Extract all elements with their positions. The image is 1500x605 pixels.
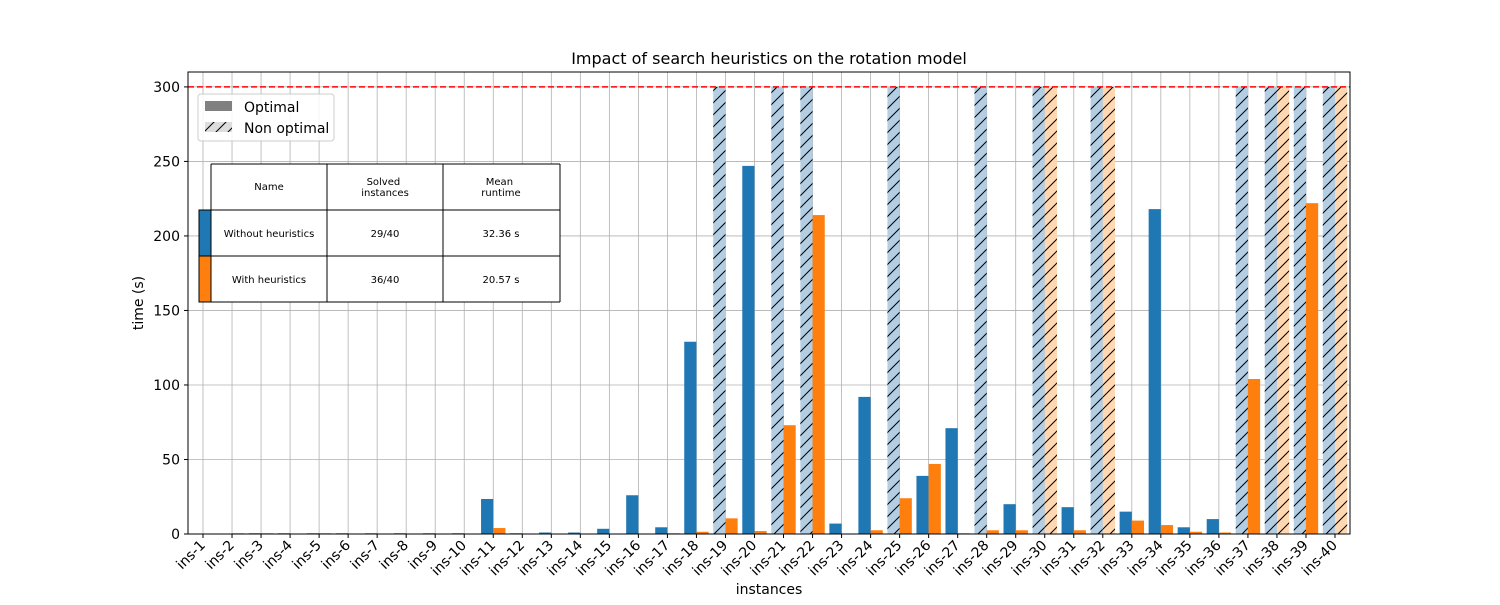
y-tick-label: 200 (153, 229, 180, 245)
bar-without-heuristics (742, 165, 755, 534)
bar-hatch-without-heuristics (771, 86, 784, 534)
x-tick-label: ins-7 (348, 538, 383, 573)
bar-hatch-with-heuristics (1102, 86, 1115, 534)
bar-hatch-without-heuristics (1264, 86, 1277, 534)
bar-with-heuristics (812, 215, 825, 534)
bar-without-heuristics (1119, 511, 1132, 534)
bar-hatch-with-heuristics (1276, 86, 1290, 534)
bars-layer (190, 86, 1348, 535)
bar-hatch-without-heuristics (887, 86, 900, 534)
bar-without-heuristics (684, 341, 697, 534)
y-tick-label: 100 (153, 378, 180, 394)
y-tick-label: 0 (171, 527, 180, 543)
bar-without-heuristics (626, 495, 639, 534)
table-cell-solved: 36/40 (371, 275, 400, 286)
bar-hatch-without-heuristics (800, 86, 813, 534)
bar-without-heuristics (1061, 507, 1074, 534)
bar-without-heuristics (1003, 504, 1016, 534)
bar-with-heuristics (725, 518, 738, 534)
table-cell-name: Without heuristics (224, 229, 315, 240)
bar-without-heuristics (945, 428, 958, 534)
bar-without-heuristics (916, 475, 929, 534)
bar-with-heuristics (928, 463, 941, 534)
bar-hatch-with-heuristics (1044, 86, 1057, 534)
bar-with-heuristics (1305, 203, 1319, 535)
y-tick-label: 150 (153, 303, 180, 319)
table-cell-name: With heuristics (232, 275, 306, 286)
bar-with-heuristics (493, 528, 506, 534)
legend-label-non-optimal: Non optimal (244, 121, 329, 137)
bar-without-heuristics (1148, 209, 1161, 534)
table-row-color-without (198, 209, 212, 257)
bar-with-heuristics (986, 530, 999, 534)
legend-label-optimal: Optimal (244, 100, 299, 116)
bar-with-heuristics (1160, 525, 1174, 534)
legend: Optimal Non optimal (197, 93, 335, 142)
bar-without-heuristics (1177, 527, 1190, 534)
bar-without-heuristics (1206, 519, 1219, 534)
bar-hatch-without-heuristics (1322, 86, 1335, 534)
bar-with-heuristics (870, 530, 883, 534)
table-cell-solved: 29/40 (371, 229, 400, 240)
legend-swatch-non-optimal-hatch (205, 122, 232, 132)
bar-with-heuristics (1218, 532, 1232, 534)
bar-hatch-with-heuristics (1335, 86, 1348, 534)
bar-without-heuristics (829, 523, 842, 534)
bar-hatch-without-heuristics (1235, 86, 1248, 534)
bar-with-heuristics (1131, 520, 1145, 534)
x-tick-label: ins-2 (202, 538, 237, 573)
x-axis-label: instances (736, 582, 803, 598)
bar-with-heuristics (783, 425, 796, 534)
summary-table: Name Solved instances Mean runtime Witho… (198, 163, 561, 303)
table-header-solved: Solved instances (361, 177, 409, 199)
bar-hatch-without-heuristics (713, 86, 726, 534)
bar-with-heuristics (1247, 379, 1261, 534)
legend-swatch-optimal (205, 101, 232, 111)
x-tick-label: ins-5 (290, 538, 325, 573)
bar-with-heuristics (1015, 530, 1028, 534)
plot-frame (187, 71, 1351, 535)
bar-with-heuristics (1189, 531, 1203, 534)
table-cell-runtime: 20.57 s (482, 275, 519, 286)
bar-hatch-without-heuristics (1293, 86, 1306, 534)
bar-with-heuristics (1073, 530, 1086, 534)
bar-without-heuristics (568, 532, 581, 534)
x-ticks: ins-1ins-2ins-3ins-4ins-5ins-6ins-7ins-8… (173, 534, 1341, 579)
bar-without-heuristics (539, 532, 552, 534)
y-tick-label: 300 (153, 80, 180, 96)
x-tick-label: ins-3 (232, 538, 267, 573)
x-tick-label: ins-8 (377, 538, 412, 573)
bar-without-heuristics (481, 498, 494, 534)
y-tick-label: 50 (162, 452, 180, 468)
table-header-runtime: Mean runtime (481, 177, 520, 199)
y-axis-label: time (s) (131, 276, 147, 330)
table-cell-runtime: 32.36 s (482, 229, 519, 240)
y-ticks: 0 50 100 150 200 250 300 (153, 80, 188, 543)
bar-without-heuristics (858, 396, 871, 534)
bar-with-heuristics (899, 498, 912, 534)
bar-without-heuristics (597, 528, 610, 534)
grid-layer (188, 72, 1350, 535)
x-tick-label: ins-6 (319, 537, 354, 572)
table-row-color-with (198, 255, 212, 303)
y-tick-label: 250 (153, 154, 180, 170)
bar-hatch-without-heuristics (974, 86, 987, 534)
bar-with-heuristics (696, 531, 709, 534)
bar-hatch-without-heuristics (1032, 86, 1045, 534)
x-tick-label: ins-4 (261, 537, 296, 572)
bar-hatch-without-heuristics (1090, 86, 1103, 534)
table-background (211, 164, 560, 302)
bar-without-heuristics (655, 527, 668, 534)
table-header-name: Name (254, 182, 284, 193)
chart-title: Impact of search heuristics on the rotat… (571, 49, 967, 68)
bar-with-heuristics (754, 531, 767, 534)
